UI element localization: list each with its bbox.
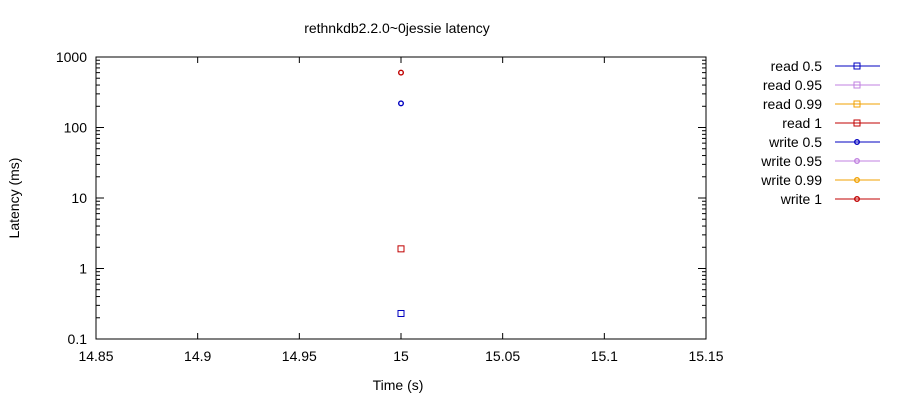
legend-entry: write 0.95 (760, 153, 880, 169)
legend-label: read 0.5 (771, 58, 823, 74)
legend-label: write 1 (780, 191, 822, 207)
legend-marker (853, 100, 861, 108)
legend-marker (853, 119, 861, 127)
y-tick-label: 1000 (56, 49, 87, 65)
x-axis: 14.85 14.9 14.95 15 15.05 15.1 15.15 (78, 57, 724, 364)
legend-entry: write 1 (780, 191, 880, 207)
x-tick-label: 14.9 (184, 348, 211, 364)
legend-label: read 0.99 (763, 96, 822, 112)
legend-label: write 0.95 (760, 153, 822, 169)
data-point (398, 100, 405, 107)
legend-marker (853, 81, 861, 89)
data-point (398, 69, 405, 76)
data-point (397, 245, 405, 253)
data-point (397, 309, 405, 317)
legend-marker (853, 62, 861, 70)
x-axis-label: Time (s) (373, 377, 424, 393)
legend-label: read 1 (782, 115, 822, 131)
plot-area-frame (95, 56, 707, 340)
legend-label: write 0.99 (760, 172, 822, 188)
legend-entry: read 1 (782, 115, 880, 131)
data-points (397, 69, 405, 317)
legend-label: write 0.5 (768, 134, 822, 150)
y-tick-label: 1 (79, 261, 87, 277)
legend-entry: write 0.99 (760, 172, 880, 188)
legend-label: read 0.95 (763, 77, 822, 93)
legend: read 0.5 read 0.95 read 0.99 read 1 write 0.… (760, 58, 880, 207)
legend-marker (854, 138, 861, 145)
y-tick-label: 100 (64, 120, 88, 136)
legend-marker (854, 157, 861, 164)
legend-marker (854, 195, 861, 202)
y-axis-label: Latency (ms) (6, 158, 22, 239)
x-tick-label: 15.05 (485, 348, 520, 364)
x-tick-label: 15.1 (591, 348, 618, 364)
legend-entry: read 0.95 (763, 77, 880, 93)
legend-entry: read 0.5 (771, 58, 880, 74)
legend-entry: read 0.99 (763, 96, 880, 112)
y-tick-label: 10 (71, 190, 87, 206)
x-tick-label: 15.15 (688, 348, 723, 364)
x-tick-label: 14.85 (78, 348, 113, 364)
legend-marker (854, 176, 861, 183)
y-tick-label: 0.1 (68, 331, 88, 347)
x-tick-label: 15 (393, 348, 409, 364)
legend-entry: write 0.5 (768, 134, 880, 150)
y-axis: 0.1 1 10 100 1000 (56, 49, 706, 347)
x-tick-label: 14.95 (282, 348, 317, 364)
chart-title: rethnkdb2.2.0~0jessie latency (304, 20, 490, 36)
